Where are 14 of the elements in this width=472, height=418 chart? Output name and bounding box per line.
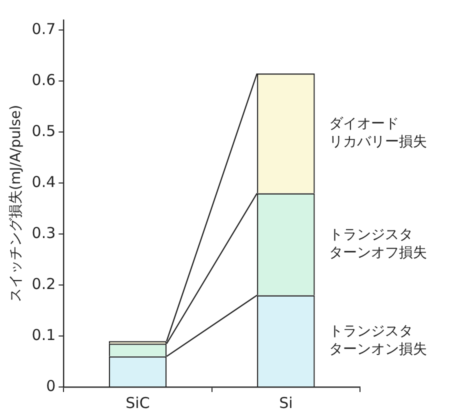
y-tick-label: 0.1	[32, 326, 56, 344]
y-tick-label: 0.4	[32, 173, 56, 191]
series-label: トランジスタターンオフ損失	[328, 226, 427, 261]
y-tick-label: 0.2	[32, 274, 56, 293]
y-tick-label: 0.3	[32, 224, 56, 242]
x-tick-label: SiC	[126, 394, 150, 412]
series-label: トランジスタターンオン損失	[328, 324, 427, 358]
x-tick-label: Si	[279, 394, 293, 412]
series-label: ダイオードリカバリー損失	[328, 116, 427, 150]
y-tick-label: 0	[46, 376, 56, 395]
y-tick-label: 0.7	[32, 20, 56, 38]
y-axis-title: スイッチング損失(mJ/A/pulse)	[8, 104, 24, 302]
y-tick-label: 0.6	[32, 71, 56, 90]
y-tick-label: 0.5	[32, 122, 56, 140]
